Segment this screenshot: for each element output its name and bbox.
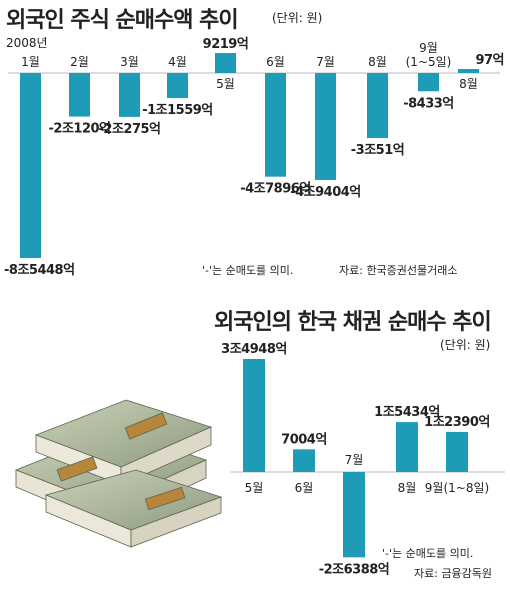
chart1-category-label: 8월 (459, 77, 478, 91)
chart2-note: '-'는 순매도를 의미. (382, 547, 474, 560)
chart1-value-label: -2조120억 (49, 122, 111, 137)
chart1-bar (367, 73, 388, 139)
chart1-bar (20, 73, 41, 258)
chart1-note: '-'는 순매도를 의미. (202, 264, 294, 277)
chart2-bar (446, 431, 468, 472)
chart2-value-label: -2조6388억 (319, 562, 390, 577)
chart2-category-label: 9월(1~8일) (425, 481, 489, 495)
chart1-bar (215, 53, 236, 73)
chart2-value-label: 1조2390억 (424, 415, 490, 430)
chart1-category-label: 5월 (216, 77, 235, 91)
chart2-category-label: 7월 (345, 453, 364, 467)
chart1-value-label: -2조275억 (99, 122, 161, 137)
chart1-value-label: 9219억 (203, 37, 249, 52)
chart1-category-label: 6월 (266, 55, 285, 69)
chart1-bar (69, 73, 90, 117)
chart2-value-label: 1조5434억 (374, 405, 440, 420)
chart2-value-label: 7004억 (281, 432, 327, 447)
chart1-value-label: 97억 (475, 53, 504, 68)
chart1-bar (418, 73, 439, 92)
chart2-value-label: 3조4948억 (221, 342, 287, 357)
money-stack-illustration (14, 399, 223, 548)
chart1-bar (167, 73, 188, 99)
chart1-value-label: -8조5448억 (4, 263, 75, 278)
chart1-bar (315, 73, 336, 180)
chart1-category-label: 9월 (419, 41, 438, 55)
chart2-bar (293, 449, 315, 472)
chart1-title: 외국인 주식 순매수액 추이 (6, 8, 239, 33)
chart2-bar (396, 422, 418, 472)
chart1-bar (265, 73, 286, 177)
chart1-value-label: -4조7896억 (240, 182, 311, 197)
chart2-title: 외국인의 한국 채권 순매수 추이 (214, 310, 492, 335)
chart1-category-label: 8월 (368, 55, 387, 69)
chart1-value-label: -1조1559억 (142, 103, 213, 118)
chart2-unit: (단위: 원) (440, 338, 491, 352)
chart1-category-label: 1월 (21, 55, 40, 69)
chart1-value-label: -4조9404억 (290, 185, 361, 200)
chart1-category-label: 7월 (316, 55, 335, 69)
chart2-bar (243, 359, 265, 472)
chart1-unit: (단위: 원) (272, 11, 323, 25)
chart1-value-label: -8433억 (403, 96, 454, 111)
chart1-bar (119, 73, 140, 117)
chart1-category-label: 4월 (168, 55, 187, 69)
chart2-category-label: 6월 (295, 481, 314, 495)
chart2-category-label: 8월 (398, 481, 417, 495)
chart1-category-label: (1~5일) (406, 55, 452, 69)
chart1-source: 자료: 한국증권선물거래소 (339, 264, 458, 277)
chart1-year-label: 2008년 (6, 36, 48, 50)
chart1-category-label: 2월 (70, 55, 89, 69)
chart1-category-label: 3월 (120, 55, 139, 69)
chart2-source: 자료: 금융감독원 (414, 567, 493, 580)
chart1-value-label: -3조51억 (351, 143, 404, 158)
chart1-bar (458, 69, 479, 73)
chart2-bar (343, 472, 365, 558)
chart2-category-label: 5월 (245, 481, 264, 495)
